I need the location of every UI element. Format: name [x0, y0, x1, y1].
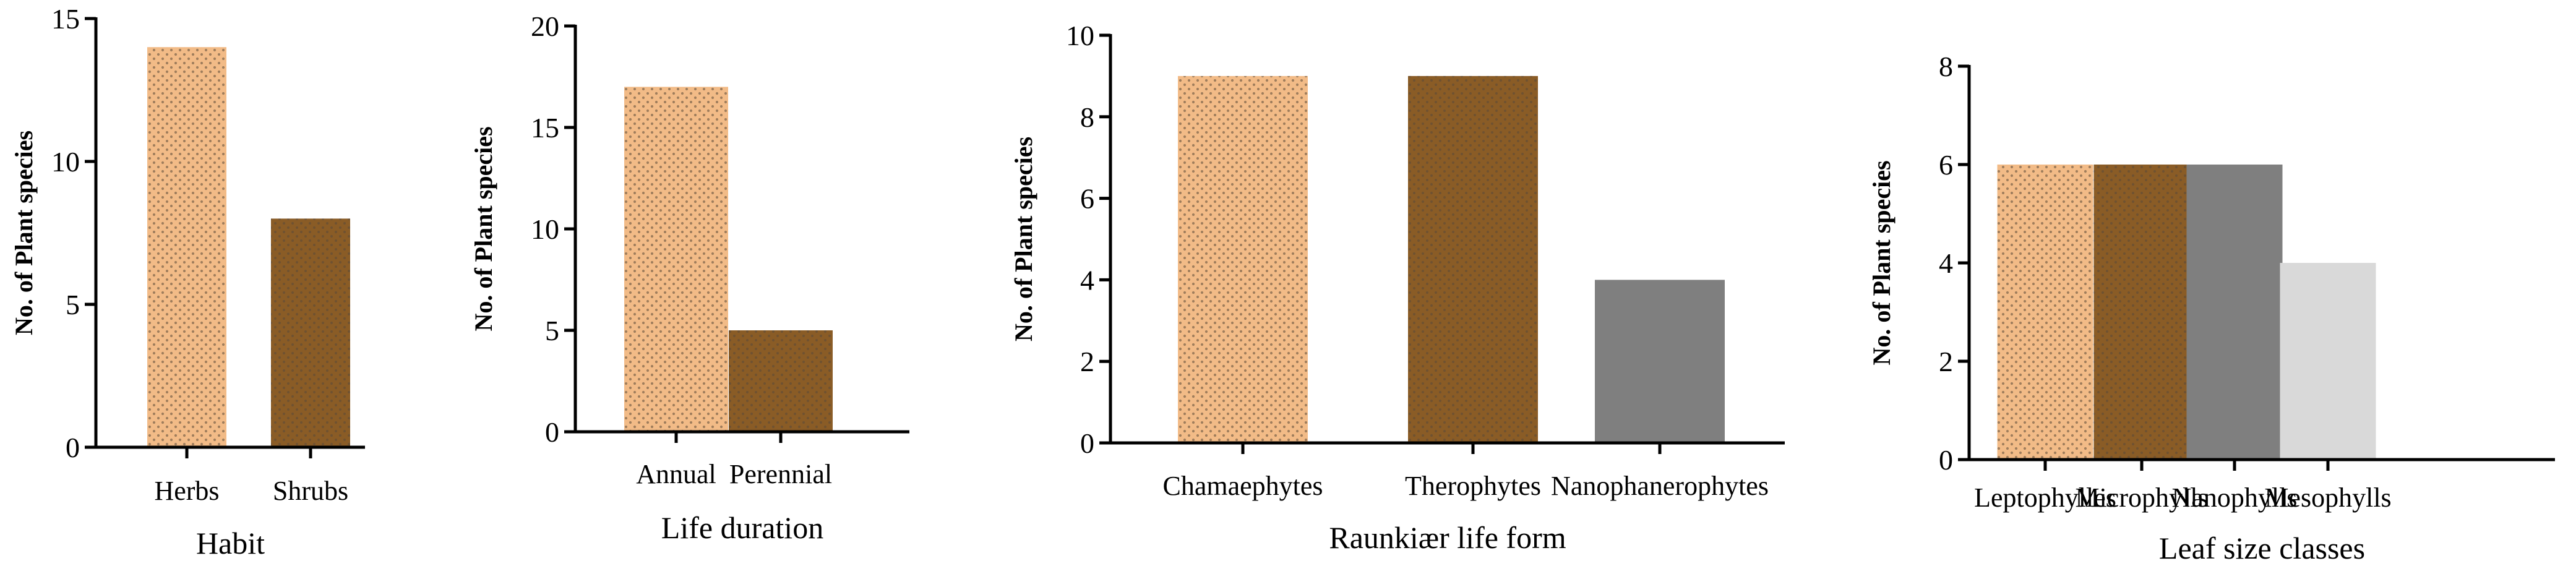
x-axis-title: Raunkiær life form — [1329, 520, 1566, 555]
bar-pattern-shrubs — [271, 218, 350, 447]
y-tick-label: 0 — [66, 432, 80, 463]
bar-pattern-annual — [624, 87, 728, 432]
x-axis-title: Habit — [196, 526, 265, 560]
category-label-annual: Annual — [636, 459, 716, 489]
y-tick-label: 6 — [1080, 183, 1094, 215]
bar-pattern-leptophylles — [1997, 165, 2093, 460]
y-axis-title: No. of Plant species — [1868, 160, 1896, 365]
y-tick-label: 0 — [1939, 444, 1953, 476]
bar-pattern-microphylls — [2093, 165, 2190, 460]
bar-nanophylls — [2186, 165, 2283, 460]
category-label-therophytes: Therophytes — [1405, 471, 1541, 501]
category-label-nanophylls: Nanophylls — [2172, 482, 2298, 513]
y-tick-label: 8 — [1939, 51, 1953, 82]
category-label-chamaephytes: Chamaephytes — [1162, 471, 1323, 501]
y-tick-label: 8 — [1080, 101, 1094, 133]
y-axis-title: No. of Plant species — [10, 131, 38, 335]
chart-panel-4: 0 2 4 6 8 LeptophyllesMicrophyllsNanophyllsMe… — [1868, 51, 2555, 565]
y-tick-label: 0 — [1080, 427, 1094, 459]
x-axis-title: Leaf size classes — [2159, 531, 2365, 565]
y-axis-title: No. of Plant species — [1010, 137, 1037, 341]
category-label-mesophylls: Mesophylls — [2264, 482, 2391, 513]
y-tick-label: 10 — [1066, 20, 1094, 51]
y-tick-label: 2 — [1939, 346, 1953, 377]
y-tick-label: 15 — [51, 3, 80, 35]
y-tick-label: 20 — [531, 11, 559, 42]
chart-panel-1: 0 5 10 15 Herbs Shrubs Habit No. of Plant speci… — [10, 3, 365, 560]
chart-panel-3: 0 2 4 6 8 10 Chamaephytes Therophytes Nanophaner… — [1010, 20, 1785, 555]
x-axis-title: Life duration — [661, 510, 823, 545]
category-label-microphylls: Microphylls — [2075, 482, 2208, 513]
category-label-leptophylles: Leptophylles — [1974, 482, 2116, 513]
bar-nanophanerophytes — [1595, 280, 1725, 443]
chart-panel-2: 0 5 10 15 20 Annual Perennial Life duration No. … — [470, 11, 909, 545]
category-label-shrubs: Shrubs — [273, 476, 348, 506]
y-tick-label: 5 — [66, 289, 80, 320]
y-tick-label: 2 — [1080, 346, 1094, 377]
y-tick-label: 4 — [1080, 264, 1094, 296]
y-tick-label: 5 — [545, 315, 559, 346]
bar-mesophylls — [2280, 263, 2376, 460]
category-label-nanophanerophytes: Nanophanerophytes — [1551, 471, 1769, 501]
category-label-perennial: Perennial — [729, 459, 832, 489]
y-tick-label: 6 — [1939, 149, 1953, 181]
y-tick-label: 15 — [531, 112, 559, 144]
bar-pattern-therophytes — [1408, 75, 1538, 443]
bar-pattern-herbs — [147, 47, 226, 447]
y-axis-title: No. of Plant species — [470, 126, 497, 331]
y-tick-label: 10 — [531, 213, 559, 245]
category-label-herbs: Herbs — [154, 476, 219, 506]
y-tick-label: 0 — [545, 416, 559, 448]
y-tick-label: 4 — [1939, 247, 1953, 279]
bar-pattern-chamaephytes — [1178, 75, 1308, 443]
bar-pattern-perennial — [729, 330, 833, 432]
y-tick-label: 10 — [51, 146, 80, 178]
